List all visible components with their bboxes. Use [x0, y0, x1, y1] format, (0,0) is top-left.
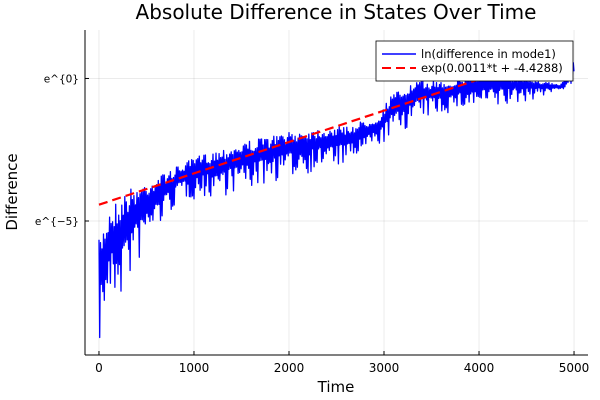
x-tick-label: 2000 [274, 361, 305, 375]
axes: 0 1000 2000 3000 4000 5000 e^{0} e^{−5} [35, 30, 589, 375]
legend-box [375, 40, 574, 82]
chart-title: Absolute Difference in States Over Time [136, 0, 537, 24]
legend: ln(difference in mode1) exp(0.0011*t + -… [375, 40, 574, 82]
x-tick-label: 5000 [559, 361, 590, 375]
x-tick-label: 1000 [179, 361, 210, 375]
y-tick-label: e^{0} [44, 73, 79, 85]
series-line-mode1 [98, 62, 575, 339]
x-tick-label: 0 [95, 361, 103, 375]
y-axis-label: Difference [3, 153, 21, 230]
y-tick-label: e^{−5} [35, 216, 79, 228]
x-tick-label: 4000 [464, 361, 495, 375]
x-axis-label: Time [317, 378, 355, 396]
x-tick-label: 3000 [369, 361, 400, 375]
legend-label-mode1: ln(difference in mode1) [421, 47, 556, 61]
plot-area [98, 46, 575, 339]
legend-label-fit: exp(0.0011*t + -4.4288) [421, 61, 563, 75]
